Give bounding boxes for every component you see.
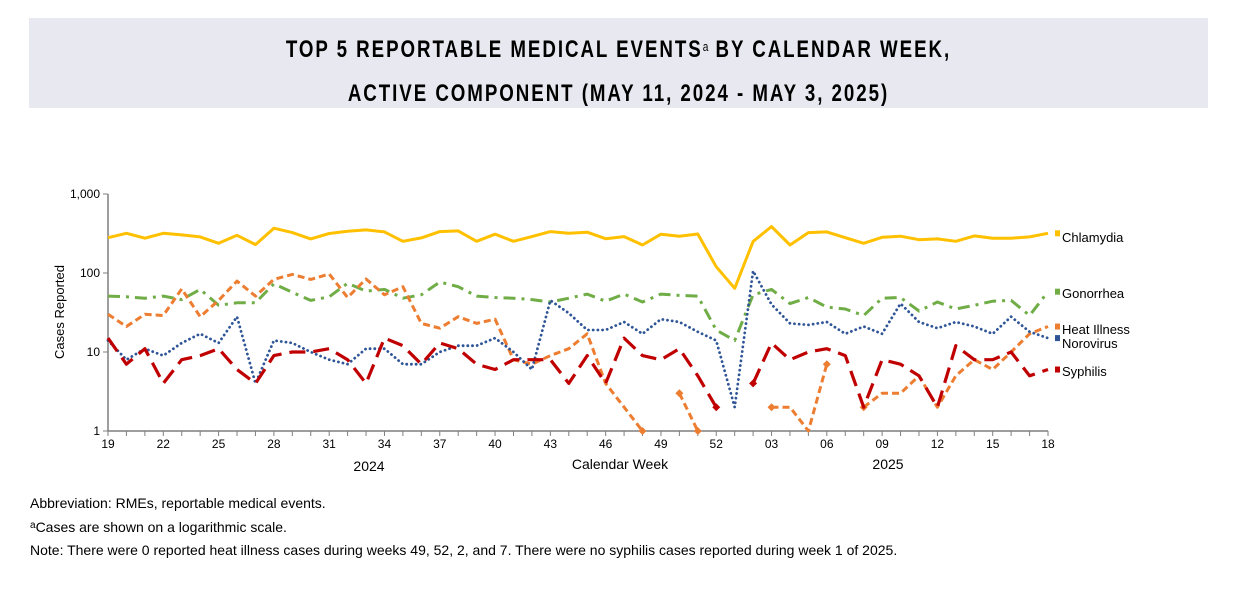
chart-title-line-2: ACTIVE COMPONENT (MAY 11, 2024 - MAY 3, … (347, 80, 890, 107)
series-gonorrhea (107, 280, 1050, 342)
x-tick-label: 46 (599, 437, 613, 451)
year-label-2025: 2025 (872, 456, 903, 472)
data-point-marker-heat-illness (638, 427, 647, 435)
series-line-syphilis (751, 341, 1049, 409)
x-tick-label: 52 (710, 437, 724, 451)
series-line-gonorrhea (107, 280, 1050, 342)
x-tick-label: 12 (931, 437, 945, 451)
x-tick-label: 40 (488, 437, 502, 451)
x-tick-label: 18 (1041, 437, 1055, 451)
x-tick-label: 34 (378, 437, 392, 451)
legend-marker-chlamydia (1055, 230, 1060, 237)
y-tick-label: 100 (80, 266, 100, 280)
x-tick-label: 49 (654, 437, 668, 451)
series-norovirus (106, 269, 1050, 409)
legend-label-gonorrhea: Gonorrhea (1062, 286, 1125, 301)
x-axis-label: Calendar Week (572, 456, 669, 472)
y-tick-label: 10 (87, 345, 101, 359)
x-tick-label: 43 (544, 437, 558, 451)
legend-marker-norovirus (1055, 335, 1060, 342)
series-line-heat-illness (678, 392, 700, 432)
footnote-mark: a (30, 520, 36, 531)
series-line-norovirus (106, 269, 1050, 409)
title-main: TOP 5 REPORTABLE MEDICAL EVENTS (285, 36, 703, 63)
y-tick-label: 1 (93, 424, 100, 438)
footnote-text: Cases are shown on a logarithmic scale. (35, 519, 287, 535)
x-tick-label: 19 (101, 437, 115, 451)
year-label-2024: 2024 (353, 458, 384, 474)
title-footnote-mark: a (702, 39, 709, 54)
series-line-heat-illness (771, 363, 829, 433)
legend-label-syphilis: Syphilis (1062, 364, 1107, 379)
legend-marker-gonorrhea (1055, 288, 1060, 295)
series-line-heat-illness (107, 272, 644, 432)
x-tick-label: 25 (212, 437, 226, 451)
x-tick-label: 37 (433, 437, 447, 451)
legend-label-heat-illness: Heat Illness (1062, 322, 1130, 337)
x-tick-label: 09 (875, 437, 889, 451)
series-heat-illness (107, 272, 1049, 435)
series-line-chlamydia (107, 225, 1049, 290)
x-tick-label: 03 (765, 437, 779, 451)
chart-title-line-1: TOP 5 REPORTABLE MEDICAL EVENTSa BY CALE… (159, 32, 1079, 65)
legend-marker-syphilis (1055, 366, 1060, 373)
series-line-heat-illness (862, 325, 1049, 409)
y-axis-label: Cases Reported (52, 265, 67, 359)
series-lines (106, 225, 1050, 435)
y-tick-label: 1,000 (70, 187, 100, 201)
zero-cases-note: Note: There were 0 reported heat illness… (30, 542, 898, 558)
chart-title-banner: TOP 5 REPORTABLE MEDICAL EVENTSa BY CALE… (29, 18, 1208, 108)
legend-label-chlamydia: Chlamydia (1062, 230, 1124, 245)
legend-marker-heat-illness (1055, 323, 1060, 330)
series-syphilis (106, 336, 1049, 412)
axes: 1 10 100 1,000 19 22 25 28 31 34 37 40 43 46 49 52 03 06 0… (70, 187, 1055, 451)
x-tick-label: 06 (820, 437, 834, 451)
footnote: aCases are shown on a logarithmic scale. (30, 518, 287, 535)
x-tick-label: 28 (267, 437, 281, 451)
title-rest: BY CALENDAR WEEK, (708, 36, 952, 63)
legend-label-norovirus: Norovirus (1062, 336, 1118, 351)
series-line-syphilis (106, 336, 718, 409)
series-chlamydia (107, 225, 1049, 290)
x-tick-label: 22 (157, 437, 171, 451)
x-tick-label: 15 (986, 437, 1000, 451)
abbreviation-note: Abbreviation: RMEs, reportable medical e… (30, 495, 326, 511)
x-tick-label: 31 (322, 437, 336, 451)
